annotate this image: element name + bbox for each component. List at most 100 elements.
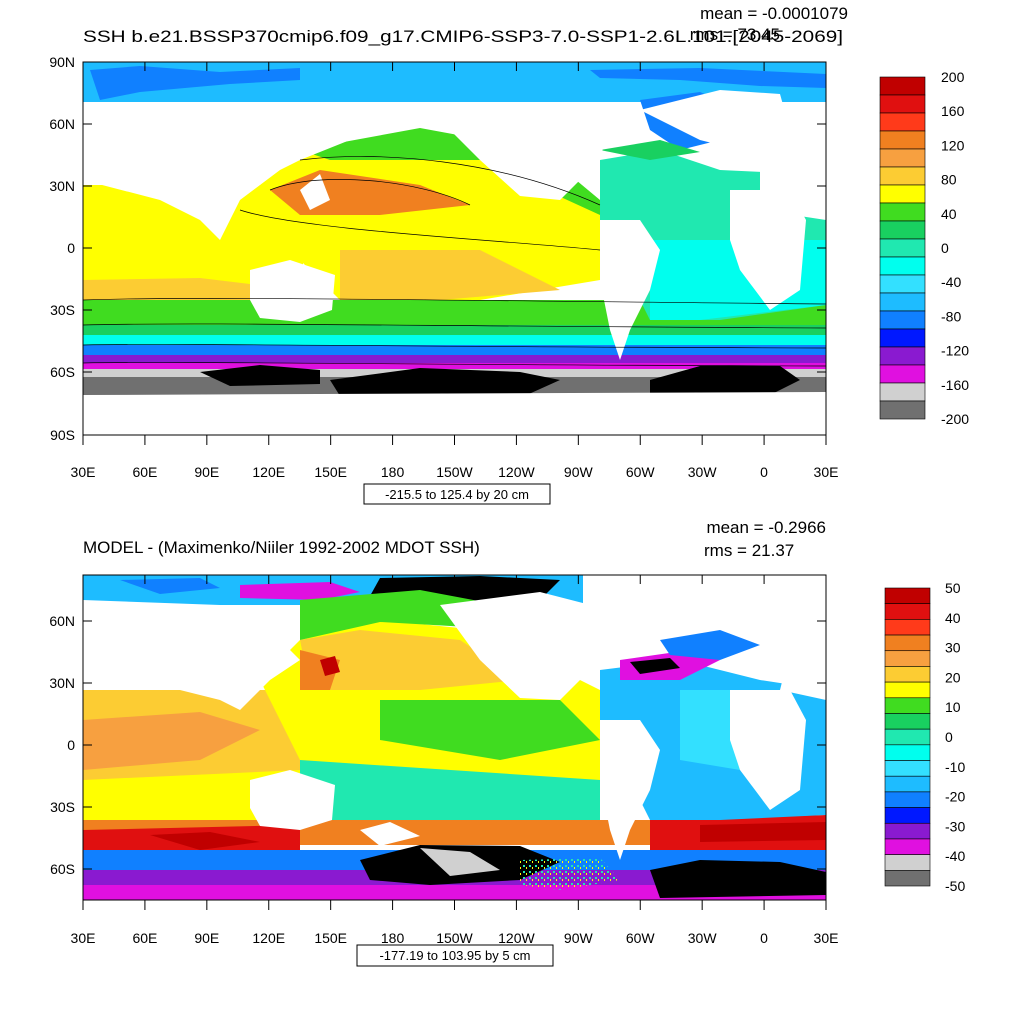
colorbar-swatch xyxy=(884,603,931,620)
lat-label: 30S xyxy=(50,302,75,318)
bottom-lat-axis: 60N 30N 0 30S 60S xyxy=(49,613,826,877)
colorbar-swatch xyxy=(879,382,926,402)
colorbar-swatch xyxy=(879,166,926,186)
lat-label: 90N xyxy=(49,54,75,70)
colorbar-label: -50 xyxy=(945,878,965,894)
colorbar-label: 10 xyxy=(945,699,961,715)
lon-label: 30W xyxy=(688,464,718,480)
bottom-colorbar: 50 40 30 20 10 0 -10 -20 -30 -40 -50 xyxy=(884,580,965,894)
colorbar-swatch xyxy=(879,112,926,132)
colorbar-label: -30 xyxy=(945,818,965,834)
bottom-title: MODEL - (Maximenko/Niiler 1992-2002 MDOT… xyxy=(83,538,480,557)
colorbar-swatch xyxy=(879,76,926,96)
lat-label: 30N xyxy=(49,178,75,194)
colorbar-swatch xyxy=(884,697,931,714)
colorbar-swatch xyxy=(884,650,931,667)
colorbar-swatch xyxy=(879,364,926,384)
colorbar-swatch xyxy=(879,328,926,348)
colorbar-label: 0 xyxy=(945,729,953,745)
lon-label: 30E xyxy=(71,464,96,480)
colorbar-label: -40 xyxy=(941,274,961,290)
lon-label: 30E xyxy=(814,464,839,480)
lon-label: 90E xyxy=(194,930,219,946)
colorbar-swatch xyxy=(884,619,931,636)
lat-label: 60N xyxy=(49,116,75,132)
colorbar-swatch xyxy=(884,634,931,652)
colorbar-label: 20 xyxy=(945,669,961,685)
bottom-mean-text: mean = -0.2966 xyxy=(706,518,826,537)
colorbar-swatch xyxy=(879,148,926,168)
lon-label: 150E xyxy=(314,464,347,480)
lat-label: 30N xyxy=(49,675,75,691)
bottom-range-box xyxy=(356,944,554,967)
colorbar-swatch xyxy=(884,854,931,871)
colorbar-label: -120 xyxy=(941,343,969,359)
bottom-map xyxy=(83,575,826,900)
lon-label: 120E xyxy=(252,464,285,480)
colorbar-swatch xyxy=(884,791,931,808)
colorbar-swatch xyxy=(884,666,931,683)
colorbar-label: 50 xyxy=(945,580,961,596)
lat-label: 0 xyxy=(67,240,75,256)
bottom-rms-text: rms = 21.37 xyxy=(704,541,794,560)
colorbar-swatch xyxy=(879,256,926,276)
colorbar-label: 0 xyxy=(941,240,949,256)
colorbar-swatch xyxy=(879,274,926,294)
colorbar-swatch xyxy=(879,202,926,222)
colorbar-swatch xyxy=(884,870,931,887)
lon-label: 150W xyxy=(436,930,473,946)
lon-label: 180 xyxy=(381,464,405,480)
colorbar-label: 120 xyxy=(941,137,965,153)
colorbar-swatch xyxy=(879,130,926,150)
lon-label: 180 xyxy=(381,930,405,946)
colorbar-label: -40 xyxy=(945,848,965,864)
lon-label: 90W xyxy=(564,930,594,946)
lat-label: 0 xyxy=(67,737,75,753)
top-map xyxy=(83,62,826,435)
top-mean-text: mean = -0.0001079 xyxy=(700,4,848,23)
top-panel: mean = -0.0001079 rms = 73.45 SSH b.e21.… xyxy=(49,4,969,505)
colorbar-label: -20 xyxy=(945,789,965,805)
lon-label: 30W xyxy=(688,930,718,946)
colorbar-swatch xyxy=(879,346,926,366)
top-range-box xyxy=(363,483,551,505)
colorbar-label: 80 xyxy=(941,172,957,188)
colorbar-swatch xyxy=(884,807,931,824)
colorbar-swatch xyxy=(884,822,931,840)
colorbar-swatch xyxy=(879,292,926,312)
colorbar-label: 200 xyxy=(941,69,965,85)
lat-label: 60N xyxy=(49,613,75,629)
bottom-panel: mean = -0.2966 rms = 21.37 MODEL - (Maxi… xyxy=(49,518,965,967)
colorbar-swatch xyxy=(879,184,926,204)
lon-label: 60E xyxy=(132,930,157,946)
colorbar-swatch xyxy=(879,310,926,330)
colorbar-label: -80 xyxy=(941,308,961,324)
colorbar-swatch xyxy=(884,587,931,604)
lon-label: 150W xyxy=(436,464,473,480)
colorbar-label: 40 xyxy=(945,610,961,626)
colorbar-label: -200 xyxy=(941,411,969,427)
lon-label: 90W xyxy=(564,464,594,480)
top-colorbar: 200 160 120 80 40 0 -40 -80 -120 -160 -200 xyxy=(879,69,969,427)
lon-label: 30E xyxy=(814,930,839,946)
colorbar-swatch xyxy=(884,775,931,793)
bottom-lon-axis: 30E 60E 90E 120E 150E 180 150W 120W 90W 60W 30W 0 30… xyxy=(71,575,839,946)
lat-label: 60S xyxy=(50,861,75,877)
top-lat-axis: 90N 60N 30N 0 30S 60S 90S xyxy=(49,54,826,443)
colorbar-label: -10 xyxy=(945,759,965,775)
bottom-range-text: -177.19 to 103.95 by 5 cm xyxy=(379,948,530,963)
colorbar-label: 30 xyxy=(945,640,961,656)
colorbar-label: 40 xyxy=(941,206,957,222)
colorbar-label: 160 xyxy=(941,103,965,119)
lon-label: 150E xyxy=(314,930,347,946)
top-range-text: -215.5 to 125.4 by 20 cm xyxy=(385,487,529,502)
lon-label: 90E xyxy=(194,464,219,480)
lon-label: 60E xyxy=(132,464,157,480)
colorbar-swatch xyxy=(884,838,931,855)
lon-label: 0 xyxy=(760,930,768,946)
lat-label: 60S xyxy=(50,364,75,380)
lat-label: 30S xyxy=(50,799,75,815)
lon-label: 0 xyxy=(760,464,768,480)
lon-label: 120W xyxy=(498,930,535,946)
